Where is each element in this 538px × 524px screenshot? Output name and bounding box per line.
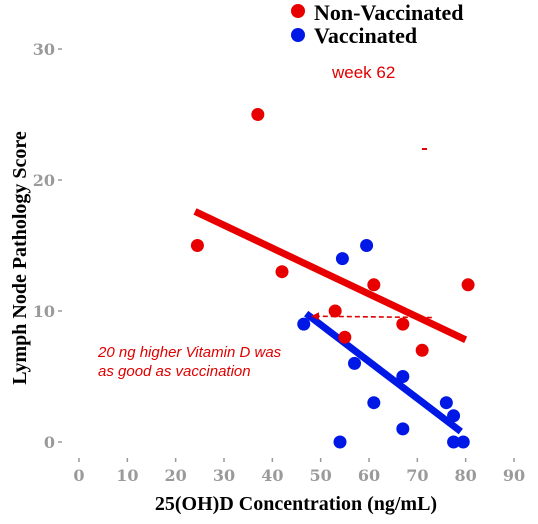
point-series-0 [396, 317, 410, 331]
chart-subtitle: week 62 [331, 63, 395, 82]
annotation-line-1: 20 ng higher Vitamin D was [97, 344, 282, 361]
x-axis-title: 25(OH)D Concentration (ng/mL) [155, 493, 437, 515]
y-tick-label: 0 [44, 433, 55, 452]
x-tick-label: 40 [261, 466, 283, 485]
annotation-line-2: as good as vaccination [98, 363, 251, 380]
y-tick-label: 20 [33, 171, 55, 190]
point-series-1 [367, 396, 381, 410]
fit-line-series-1 [304, 310, 463, 435]
legend: Non-Vaccinated Vaccinated [291, 0, 464, 48]
point-series-1 [439, 396, 453, 410]
y-tick-label: 10 [33, 302, 55, 321]
point-series-1 [447, 435, 461, 449]
point-series-0 [275, 265, 289, 279]
point-series-1 [456, 435, 470, 449]
point-series-0 [190, 239, 204, 252]
point-series-1 [297, 317, 311, 331]
point-series-1 [396, 422, 410, 436]
x-tick-label: 0 [73, 466, 84, 485]
x-tick-label: 10 [116, 466, 138, 485]
point-series-1 [360, 239, 374, 252]
point-series-0 [338, 330, 352, 344]
fit-line-series-0 [193, 208, 468, 343]
point-series-0 [461, 278, 475, 292]
x-tick-label: 50 [310, 466, 332, 485]
legend-label-vaccinated: Vaccinated [314, 23, 417, 48]
x-tick-label: 60 [358, 466, 380, 485]
point-series-1 [348, 356, 361, 370]
y-tick-label: 30 [33, 40, 55, 59]
point-series-1 [335, 252, 349, 266]
point-series-1 [447, 409, 461, 423]
legend-marker-non-vaccinated [291, 4, 305, 18]
x-tick-label: 90 [503, 466, 525, 485]
point-series-0 [415, 343, 429, 357]
comparison-arrow [316, 315, 432, 319]
x-tick-label: 80 [455, 466, 477, 485]
x-tick-label: 70 [406, 466, 428, 485]
y-axis-title: Lymph Node Pathology Score [9, 131, 31, 385]
y-axis-title-group: Lymph Node Pathology Score [9, 131, 31, 385]
point-series-1 [396, 370, 410, 383]
comparison-arrowhead [311, 312, 319, 321]
point-series-0 [251, 108, 265, 121]
point-series-1 [333, 435, 347, 449]
legend-marker-vaccinated [291, 28, 305, 42]
point-series-0 [328, 304, 342, 318]
plot-area: 0 10 20 30 0 10 20 30 40 50 60 70 80 90 [33, 40, 525, 485]
x-tick-label: 20 [165, 466, 187, 485]
legend-label-non-vaccinated: Non-Vaccinated [314, 0, 464, 25]
point-series-0 [367, 278, 381, 292]
x-tick-label: 30 [213, 466, 235, 485]
